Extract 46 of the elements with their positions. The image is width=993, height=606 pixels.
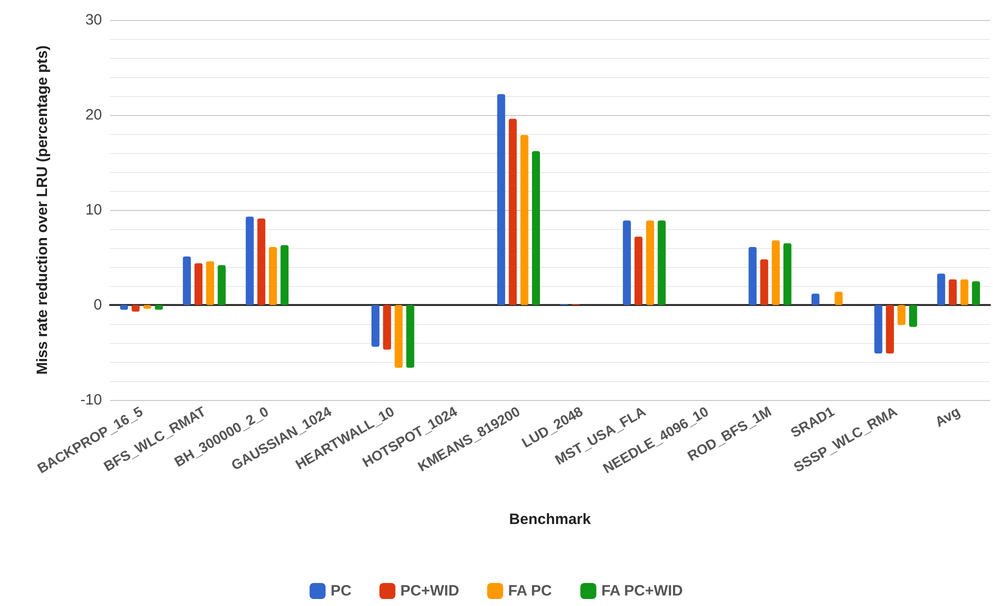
bar [497, 94, 506, 305]
bar [811, 294, 820, 305]
bar [532, 151, 540, 305]
x-axis-title: Benchmark [509, 511, 592, 528]
bar [898, 305, 906, 325]
legend-label: PC [330, 582, 352, 600]
y-tick-label: -10 [80, 392, 102, 408]
y-tick-label: 30 [85, 12, 102, 28]
bar [760, 259, 768, 305]
bar [182, 256, 191, 305]
bar [772, 240, 780, 305]
bar [383, 305, 392, 350]
legend-label: FA PC [508, 582, 552, 600]
bar [371, 305, 380, 347]
bar [634, 236, 642, 305]
y-tick-label: 0 [94, 296, 102, 314]
bar [508, 118, 517, 305]
bar [886, 305, 894, 354]
bar [520, 134, 528, 305]
x-tick-label: Avg [932, 403, 963, 430]
bar [218, 265, 226, 305]
y-tick-label: 10 [85, 202, 102, 218]
bar [394, 305, 403, 368]
bar [948, 279, 957, 305]
bar [257, 218, 266, 305]
bar [909, 305, 918, 327]
legend-label: FA PC+WID [601, 582, 684, 600]
bar [783, 243, 792, 305]
legend-label: PC+WID [400, 582, 460, 600]
bar [658, 220, 666, 305]
bar [406, 305, 414, 368]
bar [972, 281, 980, 305]
bar [268, 247, 277, 305]
bar [937, 274, 946, 305]
y-tick-label: 20 [85, 106, 102, 124]
bar [834, 292, 843, 305]
bar [874, 305, 882, 354]
bar [748, 247, 757, 305]
bar [960, 279, 968, 305]
bar [622, 220, 631, 305]
y-axis-title: Miss rate reduction over LRU (percentage pts) [34, 45, 51, 375]
bar [280, 245, 289, 305]
bar [246, 216, 254, 305]
bar [194, 263, 202, 305]
bar [646, 220, 654, 305]
bar [206, 261, 214, 305]
